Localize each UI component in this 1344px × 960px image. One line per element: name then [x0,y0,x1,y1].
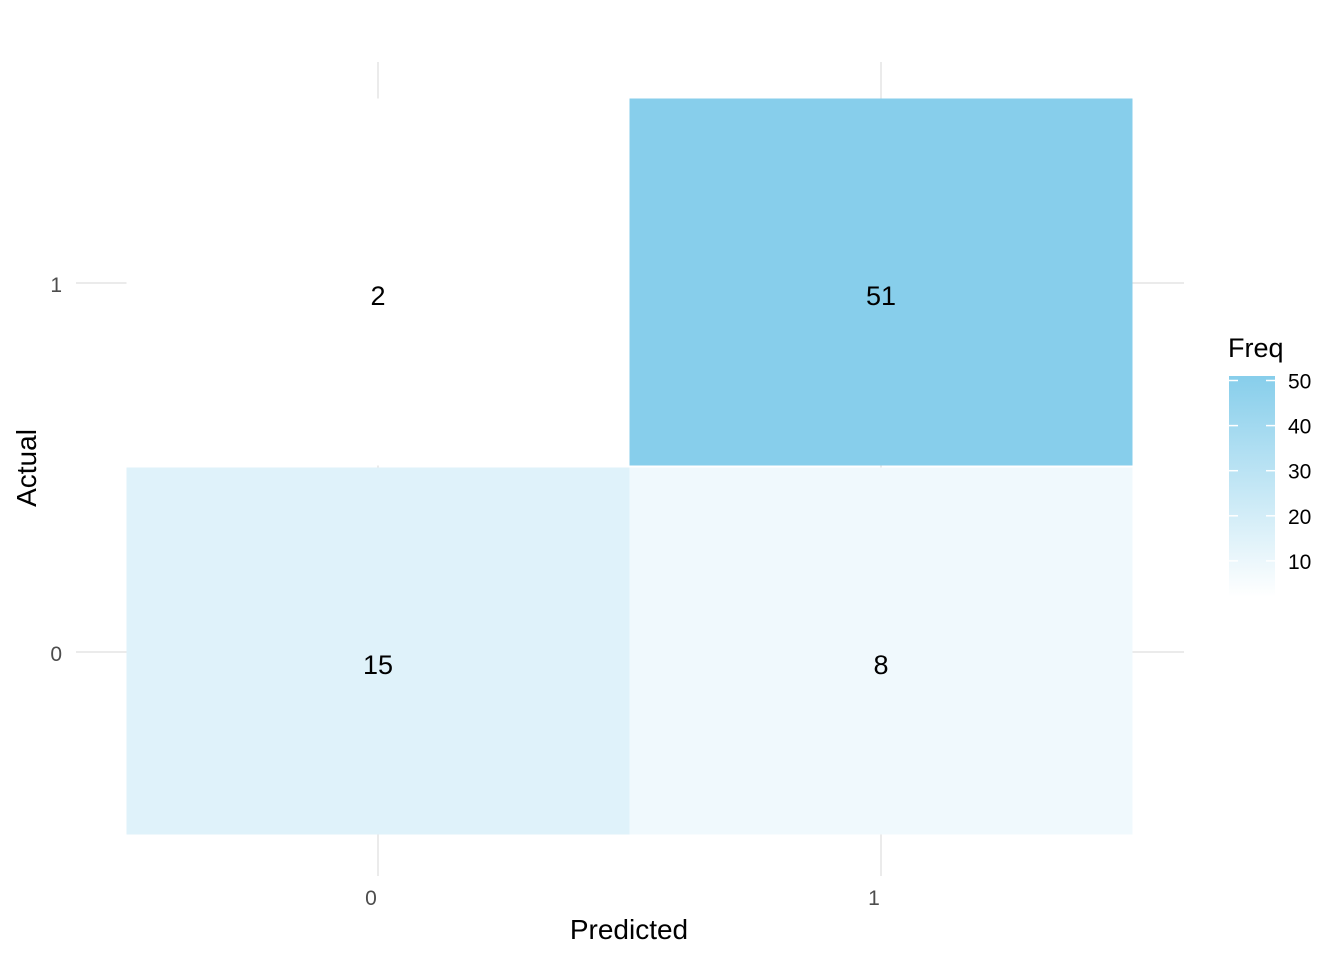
axis-layer: Predicted Actual 0 1 0 1 [11,274,880,945]
y-tick-label: 0 [50,643,62,666]
y-axis-title: Actual [11,429,42,507]
legend-title: Freq [1228,333,1284,363]
tile-pred-0-actual-0 [126,467,630,835]
tile-pred-1-actual-0 [629,467,1133,835]
tiles-layer [126,98,1133,835]
cell-value-label: 8 [873,650,888,680]
legend-tick-label: 40 [1288,416,1311,439]
x-tick-label: 0 [365,887,377,910]
tile-pred-1-actual-1 [629,98,1133,466]
legend-colorbar [1229,376,1275,597]
legend-tick-label: 10 [1288,551,1311,574]
x-axis-title: Predicted [570,914,688,945]
tile-pred-0-actual-1 [126,98,630,466]
cell-value-label: 51 [866,281,896,311]
legend-tick-label: 30 [1288,461,1311,484]
cell-value-label: 2 [370,281,385,311]
cell-labels-layer: 2 51 15 8 [363,281,896,680]
cell-value-label: 15 [363,650,393,680]
y-tick-label: 1 [50,274,62,297]
legend-tick-label: 20 [1288,506,1311,529]
legend: Freq 10 20 30 40 50 [1228,333,1311,597]
legend-tick-label: 50 [1288,371,1311,394]
x-tick-label: 1 [868,887,880,910]
